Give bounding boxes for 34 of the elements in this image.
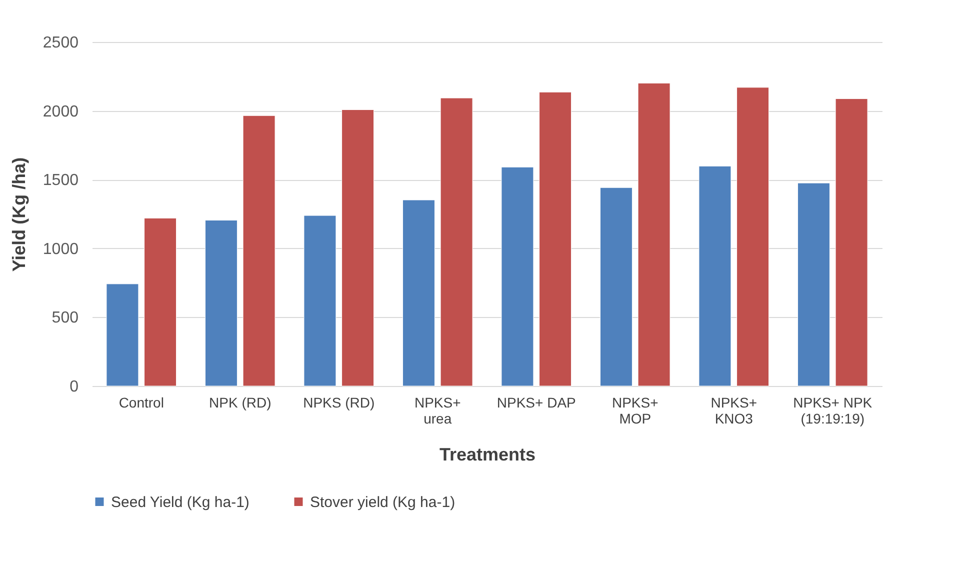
x-tick-label: NPKS (RD) <box>303 394 375 410</box>
x-tick-label: NPK (RD) <box>209 394 272 410</box>
x-axis-title: Treatments <box>439 444 536 464</box>
bar <box>797 182 830 386</box>
bar <box>835 98 868 386</box>
bar <box>204 220 238 386</box>
bar <box>600 187 632 386</box>
bar <box>106 284 139 386</box>
bar <box>304 215 336 386</box>
x-tick-label: NPKS+ NPK (19:19:19) <box>793 394 873 426</box>
y-tick-label: 1000 <box>42 240 79 258</box>
legend-label: Seed Yield (Kg ha-1) <box>111 494 250 511</box>
bar <box>501 166 534 386</box>
x-tick-label: NPKS+ DAP <box>496 394 576 410</box>
x-tick-label: NPKS+ urea <box>414 394 461 426</box>
y-tick-label: 2500 <box>42 34 79 52</box>
x-tick-label: Control <box>118 394 164 410</box>
bar <box>242 115 276 386</box>
bar <box>539 92 572 386</box>
bar <box>144 218 177 386</box>
bar <box>342 109 374 386</box>
bar <box>638 82 670 386</box>
y-tick-label: 2000 <box>42 103 79 120</box>
x-tick-label: NPKS+ MOP <box>612 394 658 426</box>
legend-label: Stover yield (Kg ha-1) <box>310 494 456 511</box>
bar <box>736 87 770 386</box>
bar <box>402 200 435 386</box>
bar <box>698 166 732 386</box>
y-axis-title: Yield (Kg /ha) <box>8 157 29 272</box>
y-tick-label: 1500 <box>42 172 79 190</box>
bar <box>440 98 473 386</box>
y-tick-label: 500 <box>52 310 79 327</box>
y-tick-label: 0 <box>70 378 79 396</box>
x-tick-label: NPKS+ KNO3 <box>710 394 758 426</box>
